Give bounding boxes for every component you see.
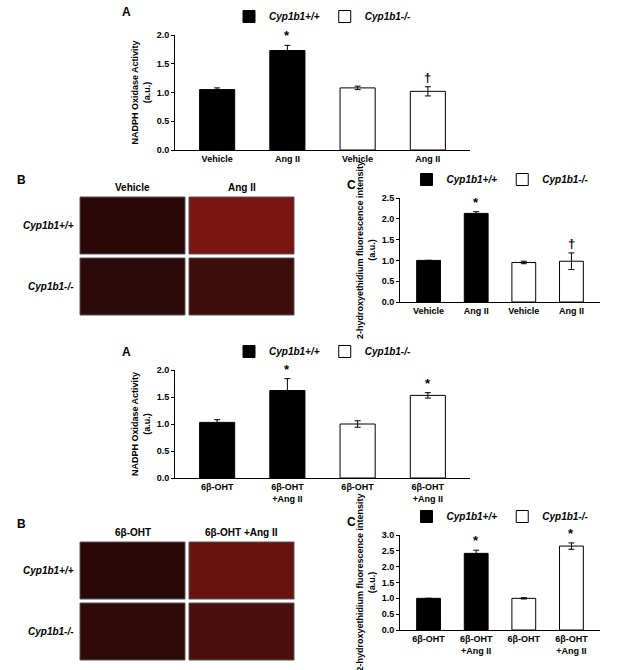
svg-text:1.0: 1.0	[382, 256, 395, 266]
svg-text:2.0: 2.0	[157, 30, 170, 40]
svg-text:Cyp1b1+/+: Cyp1b1+/+	[23, 220, 74, 231]
svg-text:*: *	[473, 195, 479, 210]
svg-text:*: *	[425, 376, 431, 391]
svg-text:2.5: 2.5	[382, 193, 395, 203]
svg-text:0.0: 0.0	[382, 297, 395, 307]
svg-text:1.0: 1.0	[157, 88, 170, 98]
svg-text:6β-OHT+Ang II: 6β-OHT+Ang II	[460, 634, 493, 656]
svg-text:3.0: 3.0	[382, 530, 395, 540]
svg-text:Ang II: Ang II	[275, 154, 300, 164]
svg-text:Ang II: Ang II	[464, 306, 489, 316]
svg-text:*: *	[284, 362, 290, 377]
svg-text:Cyp1b1-/-: Cyp1b1-/-	[365, 346, 411, 357]
svg-text:*: *	[473, 533, 479, 548]
svg-text:B: B	[17, 173, 26, 187]
svg-text:C: C	[347, 515, 356, 529]
svg-text:6β-OHT +Ang II: 6β-OHT +Ang II	[205, 527, 278, 538]
svg-text:NADPH Oxidase Activity(a.u.): NADPH Oxidase Activity(a.u.)	[130, 372, 152, 476]
svg-text:Cyp1b1-/-: Cyp1b1-/-	[28, 626, 74, 637]
svg-text:0.5: 0.5	[157, 446, 170, 456]
svg-text:Cyp1b1+/+: Cyp1b1+/+	[23, 565, 74, 576]
svg-text:2.5: 2.5	[382, 546, 395, 556]
svg-text:6β-OHT+Ang II: 6β-OHT+Ang II	[555, 634, 588, 656]
svg-text:*: *	[568, 526, 574, 541]
svg-text:1.0: 1.0	[157, 419, 170, 429]
svg-text:6β-OHT: 6β-OHT	[508, 634, 541, 644]
svg-text:†: †	[424, 70, 431, 85]
svg-text:†: †	[568, 236, 575, 251]
svg-text:0.5: 0.5	[157, 116, 170, 126]
svg-text:Vehicle: Vehicle	[202, 154, 233, 164]
svg-text:Ang II: Ang II	[415, 154, 440, 164]
svg-text:Cyp1b1+/+: Cyp1b1+/+	[269, 346, 320, 357]
svg-text:Cyp1b1-/-: Cyp1b1-/-	[28, 281, 74, 292]
svg-text:0.0: 0.0	[157, 145, 170, 155]
svg-text:*: *	[284, 28, 290, 43]
svg-text:Vehicle: Vehicle	[115, 182, 150, 193]
svg-text:B: B	[17, 517, 26, 531]
svg-text:Vehicle: Vehicle	[508, 306, 539, 316]
svg-text:1.5: 1.5	[157, 392, 170, 402]
svg-text:6β-OHT: 6β-OHT	[341, 482, 374, 492]
svg-text:0.5: 0.5	[382, 609, 395, 619]
svg-text:2-hydroxyethidium fluorescence: 2-hydroxyethidium fluorescence intensity…	[355, 493, 377, 670]
svg-text:2.0: 2.0	[157, 365, 170, 375]
svg-text:A: A	[122, 5, 131, 19]
svg-text:0.0: 0.0	[382, 625, 395, 635]
svg-text:1.5: 1.5	[382, 578, 395, 588]
svg-text:C: C	[347, 178, 356, 192]
svg-text:6β-OHT+Ang II: 6β-OHT+Ang II	[271, 482, 304, 504]
svg-text:Vehicle: Vehicle	[413, 306, 444, 316]
svg-text:0.0: 0.0	[157, 473, 170, 483]
svg-text:Cyp1b1-/-: Cyp1b1-/-	[542, 174, 588, 185]
svg-text:1.0: 1.0	[382, 593, 395, 603]
svg-text:2-hydroxyethidium fluorescence: 2-hydroxyethidium fluorescence intensity…	[355, 161, 377, 339]
svg-text:Ang II: Ang II	[228, 182, 256, 193]
svg-text:2.0: 2.0	[382, 214, 395, 224]
svg-text:0.5: 0.5	[382, 276, 395, 286]
svg-text:6β-OHT: 6β-OHT	[115, 527, 151, 538]
svg-text:Ang II: Ang II	[559, 306, 584, 316]
svg-text:1.5: 1.5	[157, 59, 170, 69]
svg-text:6β-OHT: 6β-OHT	[412, 634, 445, 644]
svg-text:2.0: 2.0	[382, 562, 395, 572]
svg-text:6β-OHT+Ang II: 6β-OHT+Ang II	[412, 482, 445, 504]
svg-text:Cyp1b1-/-: Cyp1b1-/-	[365, 11, 411, 22]
svg-text:A: A	[122, 345, 131, 359]
svg-text:6β-OHT: 6β-OHT	[201, 482, 234, 492]
svg-text:Cyp1b1+/+: Cyp1b1+/+	[269, 11, 320, 22]
svg-text:1.5: 1.5	[382, 235, 395, 245]
svg-text:Vehicle: Vehicle	[342, 154, 373, 164]
svg-text:Cyp1b1-/-: Cyp1b1-/-	[542, 511, 588, 522]
svg-text:NADPH Oxidase Activity(a.u.): NADPH Oxidase Activity(a.u.)	[130, 40, 152, 144]
svg-text:Cyp1b1+/+: Cyp1b1+/+	[447, 511, 498, 522]
svg-text:Cyp1b1+/+: Cyp1b1+/+	[447, 174, 498, 185]
